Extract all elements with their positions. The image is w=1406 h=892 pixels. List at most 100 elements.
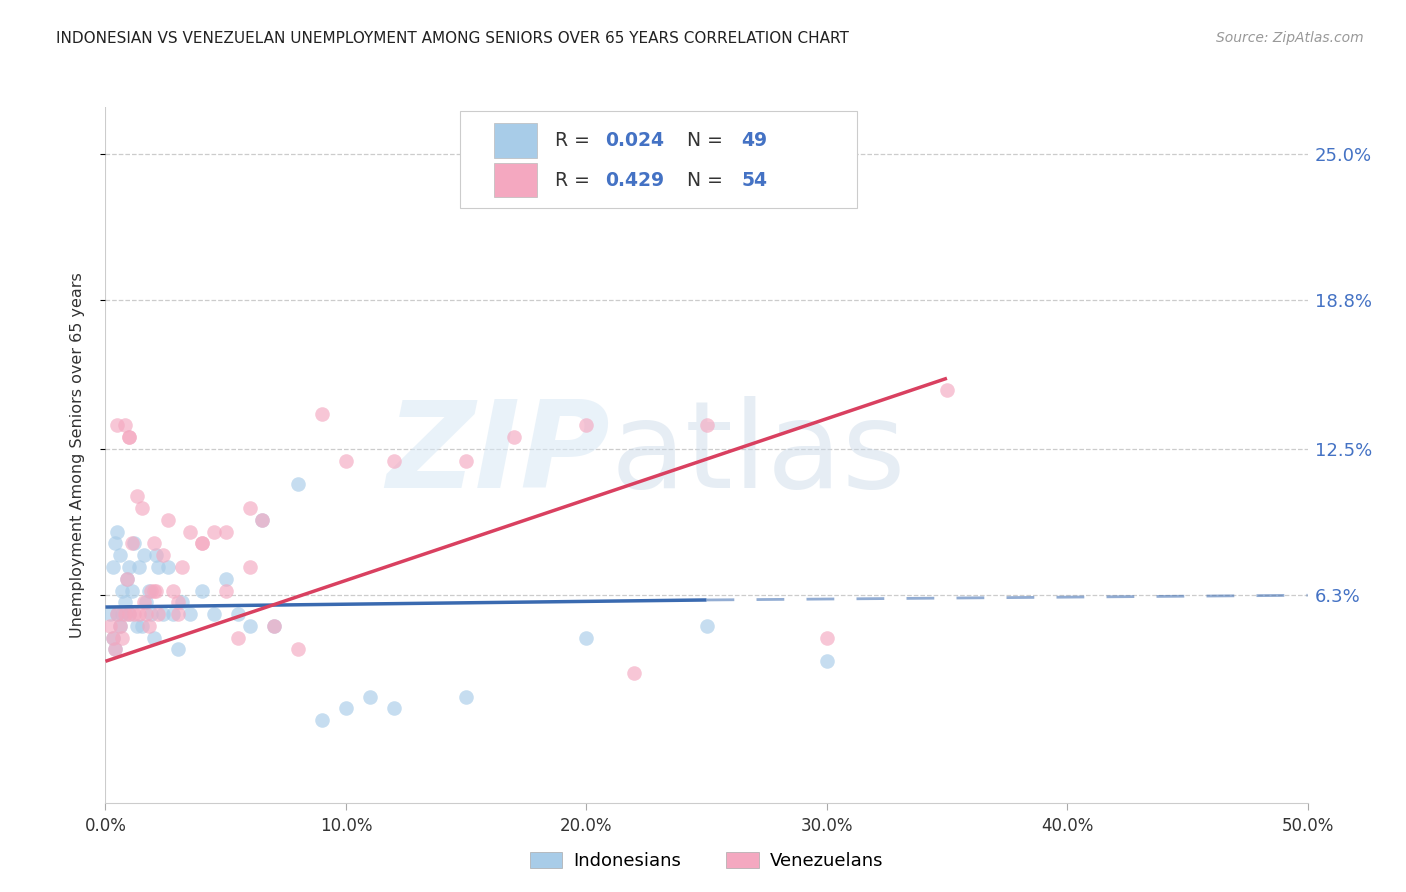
- Point: [132, 595, 155, 609]
- Point: [263, 619, 285, 633]
- Point: [135, 607, 157, 621]
- Point: [148, 560, 170, 574]
- Point: [121, 536, 143, 550]
- Point: [111, 583, 134, 598]
- Point: [190, 536, 212, 550]
- Point: [359, 690, 381, 704]
- Point: [311, 713, 333, 727]
- Text: R =: R =: [555, 131, 596, 151]
- Point: [696, 418, 718, 433]
- Point: [98, 607, 121, 621]
- Point: [128, 560, 150, 574]
- Point: [131, 500, 153, 515]
- Point: [202, 524, 225, 539]
- Point: [214, 583, 236, 598]
- Point: [118, 430, 141, 444]
- Point: [98, 619, 121, 633]
- Point: [128, 607, 150, 621]
- Point: [454, 454, 477, 468]
- FancyBboxPatch shape: [460, 111, 856, 208]
- Point: [125, 619, 148, 633]
- Point: [287, 477, 309, 491]
- Text: N =: N =: [669, 131, 730, 151]
- Point: [107, 524, 129, 539]
- Point: [623, 666, 645, 681]
- FancyBboxPatch shape: [494, 162, 537, 197]
- Point: [108, 619, 131, 633]
- Point: [115, 572, 138, 586]
- Point: [287, 642, 309, 657]
- Point: [575, 418, 598, 433]
- Point: [111, 607, 134, 621]
- Point: [101, 631, 124, 645]
- Point: [190, 536, 212, 550]
- Point: [118, 430, 141, 444]
- Point: [166, 607, 188, 621]
- Point: [121, 583, 143, 598]
- Text: 0.024: 0.024: [606, 131, 665, 151]
- Point: [179, 607, 201, 621]
- Point: [214, 572, 236, 586]
- Point: [152, 607, 174, 621]
- Text: 54: 54: [741, 170, 768, 190]
- Legend: Indonesians, Venezuelans: Indonesians, Venezuelans: [523, 845, 890, 877]
- Point: [118, 560, 141, 574]
- Text: ZIP: ZIP: [387, 396, 610, 514]
- Point: [114, 595, 136, 609]
- Point: [118, 607, 141, 621]
- Point: [172, 595, 194, 609]
- Point: [179, 524, 201, 539]
- Point: [311, 407, 333, 421]
- Point: [815, 631, 838, 645]
- Point: [214, 524, 236, 539]
- Text: R =: R =: [555, 170, 596, 190]
- Point: [107, 607, 129, 621]
- Point: [101, 560, 124, 574]
- Point: [148, 607, 170, 621]
- Point: [138, 619, 160, 633]
- Point: [152, 548, 174, 562]
- Point: [104, 642, 127, 657]
- FancyBboxPatch shape: [494, 123, 537, 158]
- Point: [104, 642, 127, 657]
- Point: [162, 607, 184, 621]
- Point: [139, 607, 162, 621]
- Point: [335, 701, 357, 715]
- Point: [172, 560, 194, 574]
- Point: [138, 583, 160, 598]
- Point: [118, 607, 141, 621]
- Point: [166, 595, 188, 609]
- Point: [250, 513, 273, 527]
- Point: [108, 619, 131, 633]
- Point: [139, 583, 162, 598]
- Point: [107, 418, 129, 433]
- Text: INDONESIAN VS VENEZUELAN UNEMPLOYMENT AMONG SENIORS OVER 65 YEARS CORRELATION CH: INDONESIAN VS VENEZUELAN UNEMPLOYMENT AM…: [56, 31, 849, 46]
- Point: [936, 383, 959, 397]
- Point: [107, 607, 129, 621]
- Point: [575, 631, 598, 645]
- Point: [815, 654, 838, 668]
- Point: [162, 583, 184, 598]
- Point: [145, 548, 167, 562]
- Point: [250, 513, 273, 527]
- Text: 0.429: 0.429: [606, 170, 665, 190]
- Point: [239, 500, 262, 515]
- Point: [454, 690, 477, 704]
- Point: [166, 642, 188, 657]
- Point: [190, 583, 212, 598]
- Point: [226, 631, 249, 645]
- Point: [115, 572, 138, 586]
- Point: [142, 583, 165, 598]
- Point: [156, 513, 179, 527]
- Point: [131, 619, 153, 633]
- Point: [226, 607, 249, 621]
- Point: [101, 631, 124, 645]
- Point: [503, 430, 526, 444]
- Point: [263, 619, 285, 633]
- Y-axis label: Unemployment Among Seniors over 65 years: Unemployment Among Seniors over 65 years: [70, 272, 84, 638]
- Point: [114, 418, 136, 433]
- Point: [104, 536, 127, 550]
- Point: [108, 548, 131, 562]
- Point: [111, 631, 134, 645]
- Point: [142, 631, 165, 645]
